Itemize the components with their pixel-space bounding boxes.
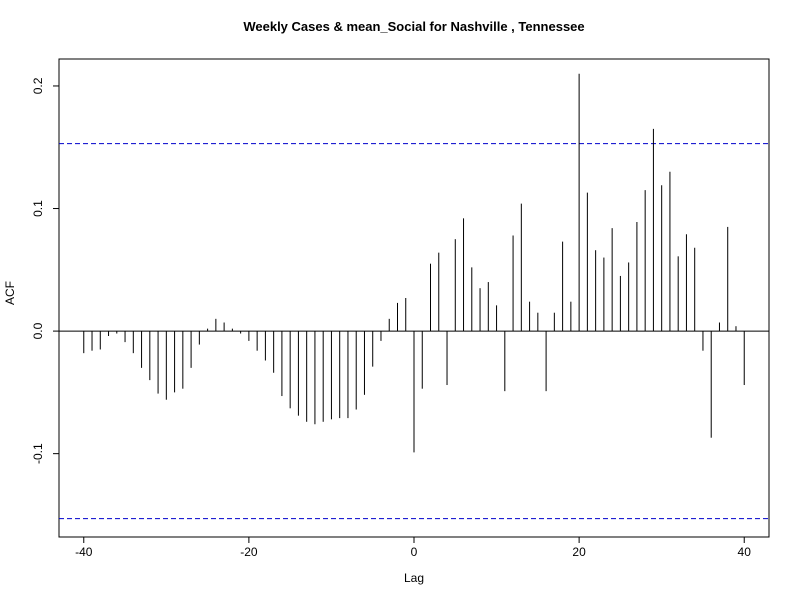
y-tick-label: 0.1 — [31, 200, 45, 217]
x-tick-label: -20 — [240, 545, 258, 559]
y-tick-label: 0.2 — [31, 77, 45, 94]
x-axis-label: Lag — [404, 571, 424, 585]
y-tick-label: -0.1 — [31, 443, 45, 464]
chart-title: Weekly Cases & mean_Social for Nashville… — [243, 19, 584, 34]
acf-bars — [83, 73, 745, 453]
x-tick-label: 0 — [411, 545, 418, 559]
y-axis-label: ACF — [3, 281, 17, 305]
x-tick-label: -40 — [75, 545, 93, 559]
x-axis: -40 -20 0 20 40 — [75, 537, 751, 559]
y-axis: -0.1 0.0 0.1 0.2 — [31, 77, 59, 464]
x-tick-label: 20 — [572, 545, 586, 559]
confidence-bounds — [59, 143, 769, 520]
y-tick-label: 0.0 — [31, 322, 45, 339]
x-tick-label: 40 — [738, 545, 752, 559]
plot-frame — [58, 58, 770, 538]
